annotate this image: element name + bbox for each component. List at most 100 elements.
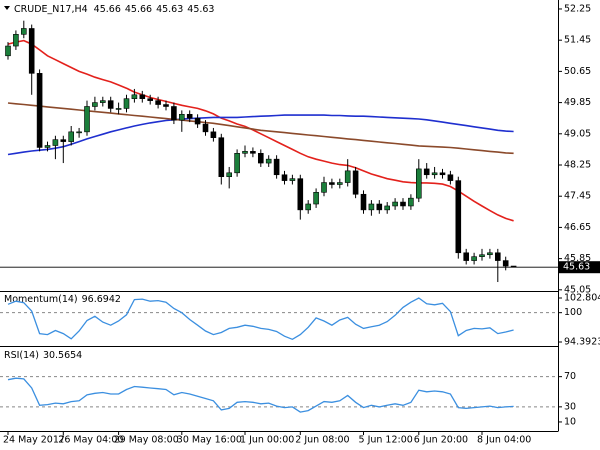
x-tick-label: 2 Jun 08:00 xyxy=(295,435,349,446)
candle-body xyxy=(265,158,272,164)
candle-body xyxy=(20,28,27,35)
candle-body xyxy=(147,98,153,101)
candle-body xyxy=(36,73,43,148)
candle-body xyxy=(408,197,414,207)
y-tick-label: 51.45 xyxy=(564,35,591,46)
candle-body xyxy=(218,137,225,178)
candle-body xyxy=(494,252,501,261)
candle-body xyxy=(329,182,335,185)
x-tick-label: 6 Jun 20:00 xyxy=(414,435,468,446)
candle-body xyxy=(28,28,35,74)
candle-body xyxy=(44,145,51,148)
open-value: 45.66 xyxy=(94,4,121,15)
collapse-icon[interactable] xyxy=(4,6,10,10)
candle-body xyxy=(84,106,90,133)
current-price-label: 45.63 xyxy=(563,262,590,273)
candle-body xyxy=(471,256,477,261)
candle-body xyxy=(352,170,359,195)
y-tick-label: 70 xyxy=(564,371,576,382)
high-value: 45.66 xyxy=(125,4,152,15)
y-tick-label: 52.25 xyxy=(564,3,591,14)
x-tick-label: 24 May 2017 xyxy=(3,435,65,446)
candle-body xyxy=(305,203,312,211)
x-tick-label: 26 May 04:00 xyxy=(58,435,123,446)
candle-body xyxy=(52,139,59,146)
x-tick-label: 30 May 16:00 xyxy=(177,435,242,446)
candle-body xyxy=(439,172,446,176)
candle-body xyxy=(155,100,161,105)
candle-body xyxy=(502,260,509,267)
candle-body xyxy=(115,108,122,110)
candle-body xyxy=(431,172,438,176)
indicator-value: 30.5654 xyxy=(43,350,82,361)
candle-body xyxy=(186,113,193,119)
candle-body xyxy=(415,168,422,199)
indicator-value: 96.6942 xyxy=(82,294,121,305)
low-value: 45.63 xyxy=(156,4,183,15)
candle-body xyxy=(76,131,82,134)
main-header: CRUDE_N17,H4 45.66 45.66 45.63 45.63 xyxy=(14,4,214,15)
candle-body xyxy=(163,104,169,107)
candle-body xyxy=(60,139,67,142)
candle-body xyxy=(360,193,367,211)
y-tick-label: 102.8049 xyxy=(564,293,600,304)
y-tick-label: 94.3923 xyxy=(564,337,600,348)
candle-body xyxy=(68,131,74,142)
candle-body xyxy=(463,252,470,261)
candle-body xyxy=(100,100,106,103)
candle-body xyxy=(123,98,130,109)
indicator-name: RSI(14) xyxy=(4,350,39,361)
x-tick-label: 29 May 08:00 xyxy=(114,435,179,446)
y-tick-label: 50.65 xyxy=(564,66,591,77)
candle-body xyxy=(257,153,264,164)
momentum-header: Momentum(14) 96.6942 xyxy=(4,294,121,305)
candle-body xyxy=(487,252,493,256)
indicator-line xyxy=(7,297,514,341)
candle-body xyxy=(226,172,232,178)
candle-body xyxy=(234,153,240,174)
x-tick-label: 1 Jun 00:00 xyxy=(240,435,294,446)
candle-body xyxy=(289,178,296,181)
moving-average xyxy=(7,102,514,155)
candle-body xyxy=(376,203,383,211)
candle-body xyxy=(384,205,391,211)
y-tick-label: 10 xyxy=(564,416,576,427)
candle-body xyxy=(273,158,280,176)
y-tick-label: 49.85 xyxy=(564,97,591,108)
rsi-header: RSI(14) 30.5654 xyxy=(4,350,82,361)
candle-body xyxy=(281,174,288,181)
y-tick-label: 45.85 xyxy=(564,253,591,264)
close-value: 45.63 xyxy=(187,4,214,15)
candle-body xyxy=(250,151,256,154)
candle-body xyxy=(242,151,248,154)
candle-body xyxy=(179,113,185,121)
candle-body xyxy=(455,180,462,254)
candle-body xyxy=(13,34,19,47)
candle-body xyxy=(210,131,217,138)
candle-body xyxy=(171,106,177,121)
y-tick-label: 48.25 xyxy=(564,160,591,171)
indicator-name: Momentum(14) xyxy=(4,294,78,305)
candle-body xyxy=(313,192,319,205)
y-tick-label: 30 xyxy=(564,401,576,412)
candle-body xyxy=(479,254,485,257)
candle-body xyxy=(297,178,304,211)
candle-body xyxy=(368,203,375,211)
y-tick-label: 46.65 xyxy=(564,222,591,233)
candle-body xyxy=(107,100,114,109)
candle-body xyxy=(194,117,201,125)
x-tick-label: 5 Jun 12:00 xyxy=(359,435,413,446)
candle-body xyxy=(392,201,398,207)
candle-body xyxy=(400,201,406,207)
candle-body xyxy=(344,170,351,183)
y-tick-label: 100 xyxy=(564,307,582,318)
candle-body xyxy=(131,94,138,99)
moving-average xyxy=(7,114,514,156)
candle-body xyxy=(321,182,327,193)
symbol: CRUDE_N17,H4 xyxy=(14,4,88,15)
candle-body xyxy=(423,168,430,176)
y-tick-label: 47.45 xyxy=(564,191,591,202)
indicator-line xyxy=(7,377,514,413)
